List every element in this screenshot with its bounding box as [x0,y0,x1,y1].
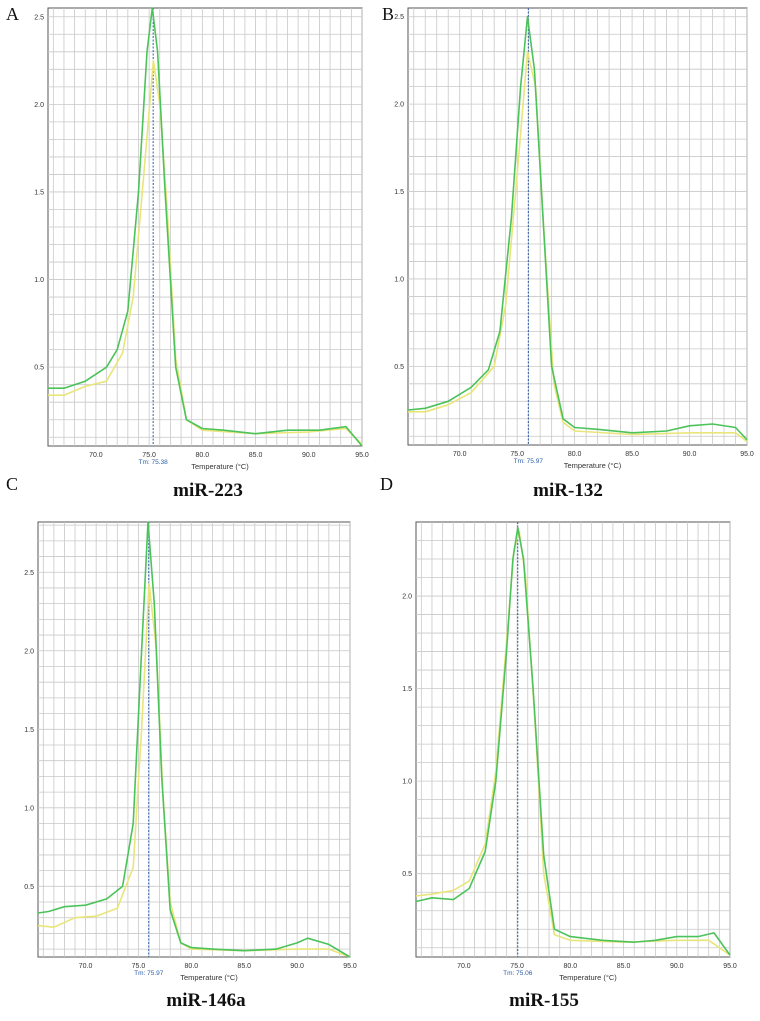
y-tick-label: 1.0 [34,277,44,284]
x-tick-label: 70.0 [79,963,93,970]
melt-curve-series [48,7,363,447]
x-tick-label: 90.0 [683,451,697,458]
melt-curve-chart-a: 70.0 75.0 80.0 85.0 90.0 95.0 0.5 1.0 1.5 2.0 2.5 T… [34,7,369,471]
y-tick-label: 2.5 [24,570,34,577]
y-tick-label: 0.5 [24,884,34,891]
melt-curve-series [37,521,351,958]
y-tick-label: 1.0 [402,779,412,786]
gene-label-mir-155: miR-155 [509,990,579,1011]
y-tick-label: 2.0 [24,648,34,655]
y-tick-label: 1.5 [402,686,412,693]
x-tick-label: 85.0 [625,451,639,458]
tm-value-label: Tm: 75.38 [139,459,169,466]
x-tick-label: 70.0 [453,451,467,458]
tm-value-label: Tm: 75.97 [134,970,164,977]
x-tick-label: 75.0 [510,963,524,970]
x-tick-label: 95.0 [343,963,357,970]
gene-label-mir-223: miR-223 [173,480,243,501]
y-tick-label: 1.5 [34,189,44,196]
melt-curve-series [415,526,731,956]
gene-label-mir-132: miR-132 [533,480,603,501]
y-tick-label: 2.0 [402,594,412,601]
tm-value-label: Tm: 75.06 [503,970,533,977]
x-tick-label: 75.0 [142,452,156,459]
y-tick-label: 1.5 [24,727,34,734]
x-axis-title: Temperature (°C) [564,461,622,470]
x-tick-label: 70.0 [89,452,103,459]
tm-value-label: Tm: 75.97 [514,458,544,465]
panel-letter-b: B [382,4,395,24]
x-axis-title: Temperature (°C) [559,973,617,982]
x-tick-label: 90.0 [302,452,316,459]
x-tick-label: 90.0 [290,963,304,970]
x-tick-label: 80.0 [196,452,210,459]
melt-curve-chart-c: 70.0 75.0 80.0 85.0 90.0 95.0 0.5 1.0 1.5 2.0 2.5 T… [24,521,357,982]
x-tick-label: 80.0 [564,963,578,970]
y-tick-label: 2.5 [394,14,404,21]
x-tick-label: 85.0 [617,963,631,970]
x-tick-label: 95.0 [723,963,737,970]
x-axis-title: Temperature (°C) [180,973,238,982]
y-tick-label: 1.0 [24,805,34,812]
x-tick-label: 80.0 [568,451,582,458]
plot-area [415,521,731,958]
panel-letter-c: C [6,474,19,494]
x-tick-label: 80.0 [185,963,199,970]
x-tick-label: 85.0 [249,452,263,459]
x-tick-label: 75.0 [132,963,146,970]
melt-curve-chart-b: 70.0 75.0 80.0 85.0 90.0 95.0 0.5 1.0 1.5 2.0 2.5 T… [394,7,754,470]
melt-curve-series [407,15,748,441]
y-tick-label: 0.5 [402,871,412,878]
x-tick-label: 95.0 [355,452,369,459]
y-tick-label: 1.5 [394,189,404,196]
y-tick-label: 0.5 [394,364,404,371]
y-tick-label: 2.0 [394,102,404,109]
y-tick-label: 0.5 [34,365,44,372]
x-tick-label: 95.0 [740,451,754,458]
y-tick-label: 2.0 [34,102,44,109]
x-tick-label: 85.0 [237,963,251,970]
gene-label-mir-146a: miR-146a [166,990,246,1011]
y-tick-label: 2.5 [34,14,44,21]
x-tick-label: 75.0 [510,451,524,458]
x-tick-label: 90.0 [670,963,684,970]
panel-letter-d: D [380,474,393,494]
x-axis-title: Temperature (°C) [191,462,249,471]
panel-letter-a: A [6,4,19,24]
x-tick-label: 70.0 [457,963,471,970]
melt-curve-chart-d: 70.0 75.0 80.0 85.0 90.0 95.0 0.5 1.0 1.5 2.0 Temp… [402,521,737,982]
y-tick-label: 1.0 [394,276,404,283]
plot-area [37,521,351,958]
